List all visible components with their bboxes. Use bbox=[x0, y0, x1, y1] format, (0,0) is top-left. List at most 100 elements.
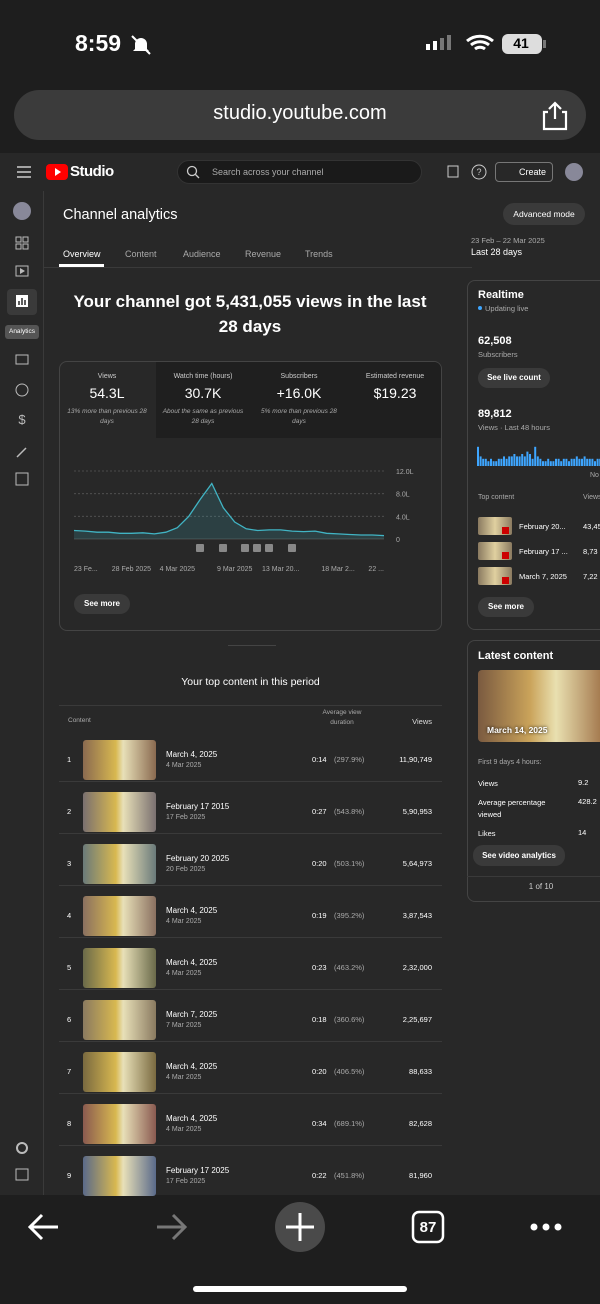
duration-percent: (503.1%) bbox=[334, 859, 365, 868]
thumb-badge bbox=[502, 527, 509, 534]
area bbox=[74, 483, 384, 539]
event-marker bbox=[219, 544, 227, 552]
sidebar-bottom-icons[interactable] bbox=[14, 1140, 32, 1185]
divider bbox=[228, 645, 276, 646]
realtime-views: 89,812 bbox=[478, 408, 512, 420]
video-title[interactable]: February 17 2025 bbox=[166, 1166, 230, 1175]
page-title: Channel analytics bbox=[63, 207, 178, 223]
row-divider bbox=[59, 833, 442, 834]
create-label: Create bbox=[519, 167, 547, 177]
realtime-item-views: 7,22 bbox=[583, 572, 598, 581]
metric-value: +16.0K bbox=[276, 385, 322, 401]
thumb-badge bbox=[502, 577, 509, 584]
video-title[interactable]: March 7, 2025 bbox=[166, 1010, 218, 1019]
stat-label: Views bbox=[478, 779, 498, 788]
bar bbox=[581, 458, 583, 466]
rank: 8 bbox=[67, 1119, 72, 1128]
event-marker bbox=[196, 544, 204, 552]
rank: 1 bbox=[67, 755, 72, 764]
video-title[interactable]: March 4, 2025 bbox=[166, 1114, 218, 1123]
duration: 0:20 bbox=[312, 859, 327, 868]
menu-icon[interactable] bbox=[14, 162, 34, 182]
header-icons[interactable]: ? bbox=[445, 163, 495, 181]
bar bbox=[565, 458, 568, 466]
live-count-button[interactable] bbox=[478, 368, 550, 388]
video-date: 4 Mar 2025 bbox=[166, 970, 202, 977]
url-bar[interactable] bbox=[14, 90, 586, 140]
latest-title: Latest content bbox=[478, 650, 554, 662]
video-title[interactable]: March 4, 2025 bbox=[166, 906, 218, 915]
thumbnail[interactable] bbox=[83, 948, 156, 988]
stat-label: Average percentage viewed bbox=[478, 798, 546, 819]
tab-count[interactable]: 87 bbox=[419, 1219, 437, 1236]
video-title[interactable]: March 4, 2025 bbox=[166, 750, 218, 759]
thumbnail[interactable] bbox=[83, 1000, 156, 1040]
thumbnail[interactable] bbox=[83, 1156, 156, 1196]
see-more[interactable]: See more bbox=[487, 602, 525, 611]
row-divider bbox=[59, 1041, 442, 1042]
share-icon[interactable] bbox=[540, 100, 570, 132]
latest-thumbnail[interactable] bbox=[478, 670, 600, 742]
realtime-status: Updating live bbox=[485, 304, 529, 313]
live-count[interactable]: See live count bbox=[487, 373, 541, 382]
bar bbox=[495, 461, 498, 466]
video-title[interactable]: March 4, 2025 bbox=[166, 1062, 218, 1071]
thumbnail[interactable] bbox=[83, 1052, 156, 1092]
bar bbox=[531, 458, 534, 466]
views: 2,25,697 bbox=[402, 1015, 432, 1024]
row-divider bbox=[59, 937, 442, 938]
thumbnail[interactable] bbox=[83, 896, 156, 936]
search-bar[interactable] bbox=[177, 160, 422, 184]
studio-logo-text[interactable]: Studio bbox=[70, 163, 114, 180]
create-button[interactable] bbox=[495, 162, 553, 182]
bar bbox=[497, 458, 500, 466]
metric-label: Estimated revenue bbox=[365, 373, 425, 380]
tab[interactable]: Revenue bbox=[245, 249, 282, 259]
bar bbox=[573, 458, 576, 466]
thumbnail[interactable] bbox=[83, 1104, 156, 1144]
battery-level: 41 bbox=[513, 35, 529, 51]
bar bbox=[487, 461, 490, 466]
tab[interactable]: Audience bbox=[183, 249, 221, 259]
realtime-item-title[interactable]: March 7, 2025 bbox=[519, 572, 567, 581]
event-marker bbox=[241, 544, 249, 552]
duration: 0:19 bbox=[312, 911, 327, 920]
duration-percent: (689.1%) bbox=[334, 1119, 365, 1128]
video-analytics-button[interactable] bbox=[473, 845, 565, 866]
realtime-item-views: 43,45 bbox=[583, 522, 600, 531]
metric-value: 54.3L bbox=[89, 385, 125, 401]
realtime-see-more[interactable] bbox=[478, 597, 534, 617]
tab[interactable]: Trends bbox=[305, 249, 333, 259]
avatar[interactable] bbox=[565, 163, 583, 181]
youtube-logo[interactable] bbox=[46, 164, 68, 180]
video-title[interactable]: February 20 2025 bbox=[166, 854, 230, 863]
bar bbox=[521, 454, 524, 466]
thumbnail[interactable] bbox=[83, 740, 156, 780]
video-analytics[interactable]: See video analytics bbox=[482, 851, 556, 860]
views-column: Views bbox=[583, 494, 600, 501]
event-marker bbox=[253, 544, 261, 552]
duration: 0:23 bbox=[312, 963, 327, 972]
advanced-mode-button[interactable] bbox=[503, 203, 585, 225]
realtime-item-title[interactable]: February 20... bbox=[519, 522, 566, 531]
sidebar-icons[interactable]: $ bbox=[14, 235, 32, 495]
video-title[interactable]: March 4, 2025 bbox=[166, 958, 218, 967]
bar bbox=[583, 456, 586, 466]
pager-divider bbox=[467, 876, 600, 877]
tab[interactable]: Content bbox=[125, 249, 157, 259]
thumbnail[interactable] bbox=[83, 792, 156, 832]
stat-label: Likes bbox=[478, 829, 496, 838]
thumbnail[interactable] bbox=[83, 844, 156, 884]
realtime-item-title[interactable]: February 17 ... bbox=[519, 547, 568, 556]
channel-avatar[interactable] bbox=[13, 202, 31, 220]
advanced-mode[interactable]: Advanced mode bbox=[513, 209, 575, 219]
rank: 4 bbox=[67, 911, 72, 920]
toolbar-icons[interactable] bbox=[0, 1195, 600, 1304]
top-content-title: Your top content in this period bbox=[181, 676, 320, 688]
tab[interactable]: Overview bbox=[63, 249, 101, 259]
see-more-button[interactable] bbox=[74, 594, 130, 614]
video-date: 4 Mar 2025 bbox=[166, 1126, 202, 1133]
bar bbox=[536, 456, 539, 466]
video-title[interactable]: February 17 2015 bbox=[166, 802, 230, 811]
see-more[interactable]: See more bbox=[83, 599, 121, 608]
